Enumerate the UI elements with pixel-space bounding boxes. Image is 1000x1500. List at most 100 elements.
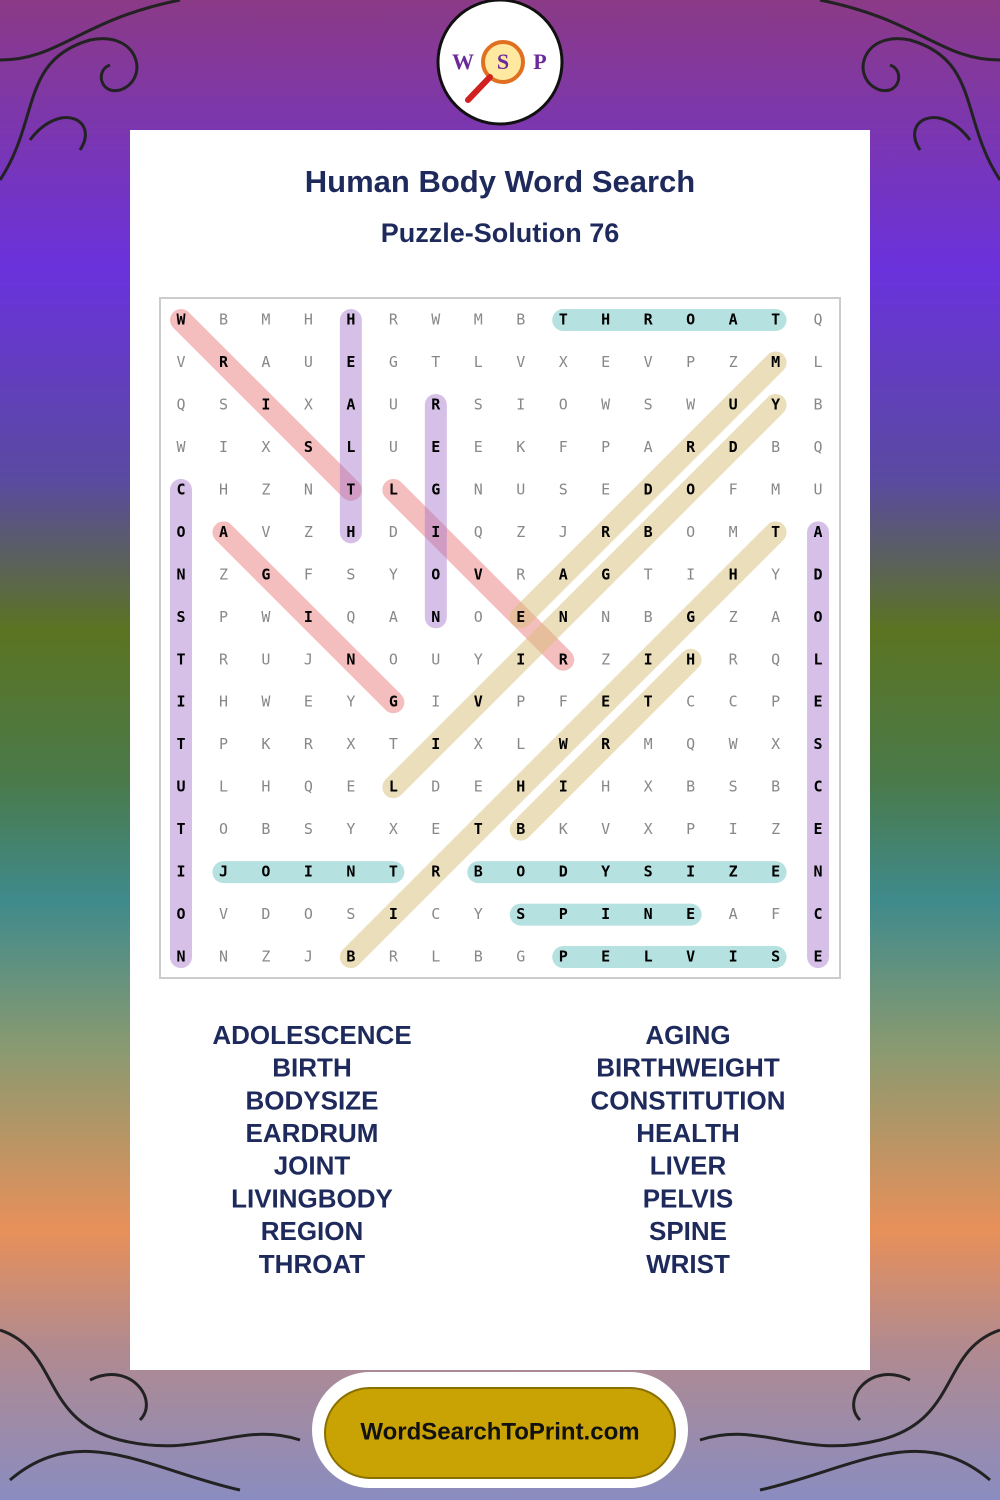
grid-letter: B xyxy=(516,311,525,329)
grid-letter: P xyxy=(516,693,525,711)
grid-letter: Q xyxy=(474,523,483,541)
subtitle: Puzzle-Solution 76 xyxy=(380,218,620,248)
grid-letter: Y xyxy=(346,820,355,838)
grid-letter: B xyxy=(346,948,355,966)
title: Human Body Word Search xyxy=(304,164,696,199)
grid-letter: I xyxy=(729,948,738,966)
grid-letter: J xyxy=(219,863,228,881)
grid-letter: Z xyxy=(729,863,738,881)
grid-letter: N xyxy=(814,863,823,881)
grid-letter: V xyxy=(474,565,483,583)
grid-letter: L xyxy=(389,480,398,498)
grid-letter: P xyxy=(559,905,568,923)
grid-letter: E xyxy=(601,693,610,711)
grid-letter: Y xyxy=(771,395,780,413)
letter-grid: W B M H H R W M B T H R O A T Q V R A U E G T L V X E V P Z M L Q S I X A U R S… xyxy=(176,311,822,966)
grid-letter: D xyxy=(729,438,738,456)
grid-letter: P xyxy=(219,608,228,626)
word-item: SPINE xyxy=(649,1216,727,1246)
grid-letter: S xyxy=(304,820,313,838)
grid-letter: U xyxy=(516,480,525,498)
grid-letter: R xyxy=(431,395,441,413)
grid-letter: S xyxy=(346,565,355,583)
grid-letter: G xyxy=(389,353,398,371)
footer-button[interactable] xyxy=(324,1387,676,1479)
grid-letter: E xyxy=(474,778,483,796)
word-item: EARDRUM xyxy=(246,1118,379,1148)
grid-letter: N xyxy=(431,608,440,626)
grid-letter: O xyxy=(304,905,313,923)
grid-letter: L xyxy=(474,353,483,371)
grid-letter: B xyxy=(261,820,270,838)
grid-letter: Y xyxy=(771,565,780,583)
grid-letter: S xyxy=(516,905,525,923)
grid-letter: Q xyxy=(346,608,355,626)
grid-letter: D xyxy=(389,523,398,541)
grid-letter: Z xyxy=(771,820,780,838)
grid-letter: O xyxy=(686,311,695,329)
grid-letter: T xyxy=(346,480,355,498)
word-item: THROAT xyxy=(259,1249,366,1279)
grid-letter: H xyxy=(261,778,270,796)
grid-letter: L xyxy=(516,735,525,753)
word-item: PELVIS xyxy=(643,1183,734,1213)
grid-letter: T xyxy=(771,523,780,541)
grid-letter: S xyxy=(176,608,185,626)
grid-letter: V xyxy=(601,820,610,838)
word-item: BIRTHWEIGHT xyxy=(596,1053,780,1083)
grid-letter: X xyxy=(474,735,483,753)
grid-letter: N xyxy=(346,863,355,881)
grid-letter: W xyxy=(601,395,611,413)
grid-letter: H xyxy=(219,480,228,498)
grid-letter: G xyxy=(261,565,270,583)
grid-letter: Z xyxy=(601,650,610,668)
grid-letter: Q xyxy=(304,778,313,796)
grid-letter: I xyxy=(559,778,568,796)
grid-letter: R xyxy=(601,523,611,541)
grid-letter: B xyxy=(219,311,228,329)
grid-letter: A xyxy=(559,565,568,583)
grid-letter: J xyxy=(304,948,313,966)
grid-letter: I xyxy=(261,395,270,413)
grid-letter: U xyxy=(389,438,398,456)
word-highlight xyxy=(170,309,362,501)
grid-letter: C xyxy=(729,693,738,711)
grid-letter: W xyxy=(431,311,441,329)
grid-letter: S xyxy=(304,438,313,456)
grid-letter: B xyxy=(814,395,823,413)
grid-letter: F xyxy=(771,905,780,923)
grid-letter: C xyxy=(686,693,695,711)
word-item: AGING xyxy=(645,1020,730,1050)
grid-letter: U xyxy=(304,353,313,371)
grid-letter: Y xyxy=(346,693,355,711)
grid-letter: X xyxy=(261,438,270,456)
grid-letter: T xyxy=(389,863,398,881)
grid-letter: W xyxy=(261,693,271,711)
word-highlight xyxy=(212,521,405,714)
grid-letter: R xyxy=(219,650,229,668)
grid-letter: A xyxy=(346,395,355,413)
footer-url[interactable]: WordSearchToPrint.com xyxy=(360,1418,639,1445)
grid-letter: P xyxy=(559,948,568,966)
word-item: LIVINGBODY xyxy=(231,1183,393,1213)
grid-letter: D xyxy=(431,778,440,796)
grid-letter: A xyxy=(729,311,738,329)
grid-letter: V xyxy=(474,693,483,711)
grid-letter: T xyxy=(771,311,780,329)
grid-letter: I xyxy=(686,565,695,583)
grid-letter: Z xyxy=(516,523,525,541)
grid-letter: A xyxy=(771,608,780,626)
word-item: CONSTITUTION xyxy=(591,1085,786,1115)
grid-letter: A xyxy=(814,523,823,541)
grid-letter: O xyxy=(814,608,823,626)
grid-letter: M xyxy=(474,311,483,329)
grid-letter: T xyxy=(176,820,185,838)
grid-letter: R xyxy=(559,650,569,668)
grid-letter: Z xyxy=(219,565,228,583)
grid-letter: U xyxy=(814,480,823,498)
grid-letter: B xyxy=(686,778,695,796)
grid-letter: T xyxy=(559,311,568,329)
grid-letter: R xyxy=(601,735,611,753)
grid-letter: A xyxy=(729,905,738,923)
